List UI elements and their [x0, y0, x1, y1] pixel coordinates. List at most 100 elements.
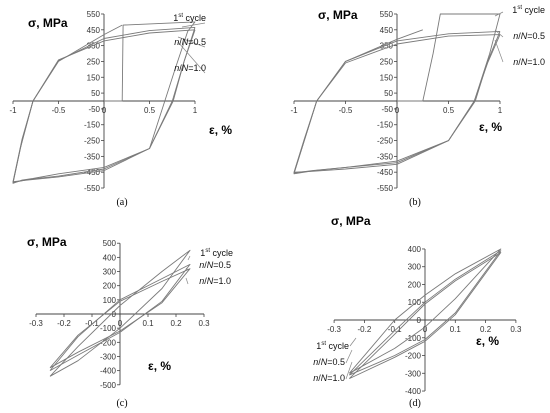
- annotation-leader: [185, 277, 189, 285]
- x-tick-label: -0.5: [339, 106, 353, 115]
- y-tick-label: 200: [103, 282, 117, 291]
- y-tick-label: -550: [377, 184, 394, 193]
- y-axis-label: σ, MPa: [331, 214, 371, 228]
- y-tick-label: -50: [381, 105, 393, 114]
- y-tick-label: 550: [380, 10, 394, 19]
- panel-c: 5004003002001000-100-200-300-400-500-0.3…: [27, 235, 233, 409]
- annotation-leader: [494, 39, 504, 63]
- x-tick-label: 1: [498, 106, 503, 115]
- x-tick-label: -0.1: [388, 325, 402, 334]
- x-tick-label: 0.5: [443, 106, 455, 115]
- y-tick-label: -350: [377, 152, 394, 161]
- y-tick-label: -150: [84, 121, 101, 130]
- x-tick-label: -0.2: [358, 325, 372, 334]
- x-tick-label: -0.3: [327, 325, 341, 334]
- y-tick-label: -150: [377, 121, 394, 130]
- x-axis-label: ε, %: [209, 123, 232, 137]
- series-line-2: [348, 250, 502, 376]
- series-annotation: 1st cycle: [512, 5, 545, 15]
- y-tick-label: -550: [84, 184, 101, 193]
- y-tick-label: 400: [103, 253, 117, 262]
- series-line-1: [348, 248, 502, 374]
- y-tick-label: -400: [405, 387, 422, 396]
- annotation-leader: [181, 22, 206, 28]
- y-tick-label: -500: [100, 381, 117, 390]
- annotation-leader: [177, 36, 206, 48]
- y-tick-label: 150: [87, 73, 101, 82]
- annotation-leader: [494, 11, 504, 17]
- x-tick-label: 0: [118, 319, 123, 328]
- y-tick-label: 100: [408, 298, 422, 307]
- y-axis-label: σ, MPa: [28, 16, 68, 30]
- y-tick-label: 450: [380, 26, 394, 35]
- x-tick-label: -1: [9, 106, 17, 115]
- series-annotation: n/N=1.0: [199, 276, 231, 286]
- series-annotation: n/N=0.5: [313, 357, 345, 367]
- y-tick-label: 550: [87, 10, 101, 19]
- y-axis-label: σ, MPa: [27, 235, 67, 249]
- panel-d: 400 300 200 100 0 -100 -200 -300 -400 -0.3 -0.2 -0.…: [313, 214, 522, 409]
- panel-b: 550 450 350 250 150 50 -50 -150 -250 -350 -450 -550…: [290, 5, 545, 208]
- series-annotation: 1st cycle: [200, 248, 233, 258]
- x-tick-label: 0.2: [480, 325, 492, 334]
- panel-caption: (b): [409, 197, 421, 208]
- x-tick-label: 0: [395, 106, 400, 115]
- x-tick-label: 0: [102, 106, 107, 115]
- y-tick-label: 350: [87, 42, 101, 51]
- x-tick-label: -0.5: [52, 106, 66, 115]
- series-annotation: n/N=1.0: [513, 57, 545, 67]
- x-axis-label: ε, %: [148, 359, 171, 373]
- annotation-leader: [349, 337, 357, 347]
- annotation-leader: [185, 267, 189, 271]
- y-tick-label: 200: [408, 280, 422, 289]
- series-annotation: n/N=0.5: [174, 37, 206, 47]
- y-tick-label: -450: [377, 168, 394, 177]
- y-tick-label: -200: [405, 352, 422, 361]
- series-line-3: [49, 268, 191, 369]
- series-annotation: 1st cycle: [316, 341, 349, 351]
- x-tick-label: 1: [193, 106, 198, 115]
- y-tick-label: 300: [408, 263, 422, 272]
- y-axis-label: σ, MPa: [318, 8, 358, 22]
- y-tick-label: 500: [103, 239, 117, 248]
- series-line-3: [12, 29, 196, 183]
- y-tick-label: -350: [84, 152, 101, 161]
- y-tick-label: 50: [91, 89, 100, 98]
- y-tick-label: -450: [84, 168, 101, 177]
- y-tick-label: 350: [380, 42, 394, 51]
- panel-caption: (a): [116, 197, 127, 208]
- series-line-3: [293, 34, 501, 173]
- panel-caption: (c): [116, 398, 127, 409]
- x-tick-label: 0.3: [510, 325, 522, 334]
- y-tick-label: -250: [84, 137, 101, 146]
- annotation-leader: [187, 255, 191, 261]
- y-tick-label: 0: [417, 316, 422, 325]
- y-tick-label: -400: [100, 367, 117, 376]
- y-tick-label: 300: [103, 268, 117, 277]
- series-annotation: n/N=1.0: [313, 373, 345, 383]
- panel-caption: (d): [409, 398, 421, 409]
- series-line-3: [348, 252, 502, 380]
- y-tick-label: -300: [405, 369, 422, 378]
- series-annotation: n/N=0.5: [199, 260, 231, 270]
- y-tick-label: -100: [405, 334, 422, 343]
- panel-a: 550 450 350 250 150 50 -50 -150 -250 -350 -450 -550…: [9, 10, 232, 208]
- y-tick-label: 0: [112, 310, 117, 319]
- y-tick-label: 250: [87, 57, 101, 66]
- y-tick-label: 100: [103, 296, 117, 305]
- series-annotation: n/N=0.5: [513, 31, 545, 41]
- y-tick-label: 400: [408, 245, 422, 254]
- y-tick-label: 50: [384, 89, 393, 98]
- y-tick-label: 150: [380, 73, 394, 82]
- series-annotation: 1st cycle: [173, 13, 206, 23]
- x-tick-label: -1: [290, 106, 298, 115]
- annotation-leader: [494, 29, 504, 38]
- y-tick-label: -100: [100, 324, 117, 333]
- annotation-leader: [345, 361, 353, 380]
- y-tick-label: -250: [377, 137, 394, 146]
- x-tick-label: 0.1: [450, 325, 462, 334]
- series-line-1: [49, 249, 191, 377]
- x-tick-label: 0.2: [170, 319, 182, 328]
- x-tick-label: 0.1: [142, 319, 154, 328]
